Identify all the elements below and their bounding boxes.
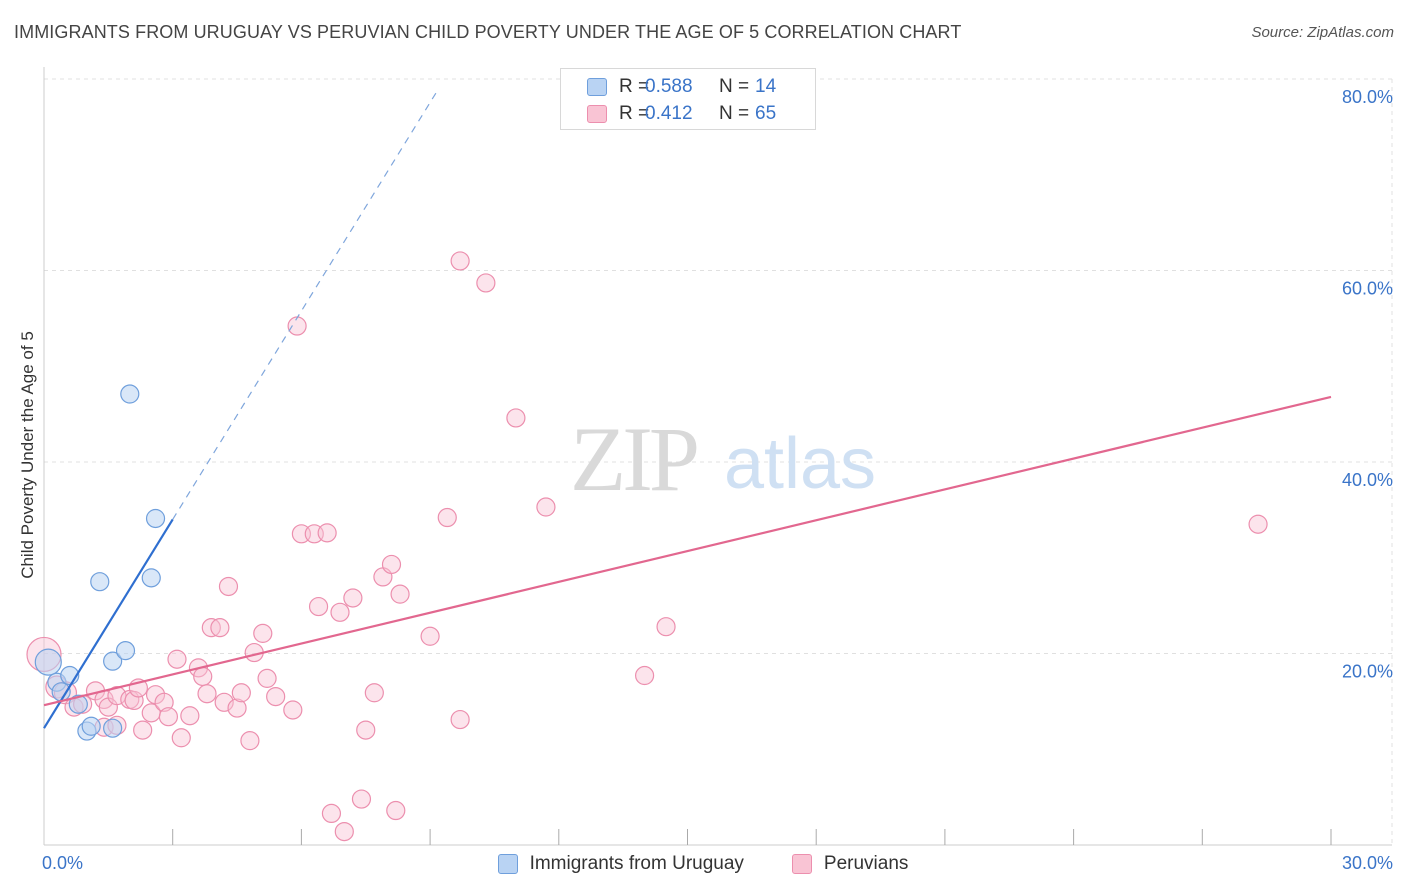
peruvian-point <box>506 408 526 428</box>
series-legend: Immigrants from Uruguay Peruvians <box>0 852 1406 876</box>
peruvian-point <box>343 588 363 608</box>
peruvian-point <box>287 316 307 336</box>
uruguay-point <box>115 641 136 661</box>
peruvian-point <box>634 665 655 686</box>
peruvian-point <box>240 731 260 751</box>
peruvian-point <box>231 683 251 703</box>
peruvian-point <box>450 251 470 271</box>
uruguay-point <box>68 694 88 714</box>
y-tick-label: 80.0% <box>1342 87 1393 107</box>
peruvian-point <box>656 617 676 637</box>
peruvian-point <box>210 618 230 638</box>
legend-row-uruguay: R = 0.588 N = 14 <box>587 75 776 99</box>
uruguay-point <box>145 508 166 529</box>
peruvian-point <box>450 709 470 730</box>
axes <box>43 67 1392 846</box>
uruguay-swatch <box>587 78 607 96</box>
peruvian-point <box>364 683 384 703</box>
peruvian-point <box>356 720 376 740</box>
tick-labels: 20.0% 40.0% 60.0% 80.0% 0.0% 30.0% <box>42 87 1393 873</box>
peruvian-points <box>26 251 1268 842</box>
n-label: N = <box>719 76 750 97</box>
uruguay-legend-label: Immigrants from Uruguay <box>529 853 744 874</box>
peruvian-point <box>334 821 354 842</box>
peruvian-point <box>171 728 191 748</box>
peruvian-point <box>283 700 303 720</box>
peruvian-point <box>351 789 372 809</box>
uruguay-point <box>34 648 62 676</box>
peruvian-point <box>257 668 277 688</box>
legend-row-peru: R = 0.412 N = 65 <box>587 102 776 126</box>
r-label: R = <box>619 76 650 97</box>
peruvian-point <box>476 273 496 293</box>
chart-title: IMMIGRANTS FROM URUGUAY VS PERUVIAN CHIL… <box>14 22 962 42</box>
peruvian-point <box>180 706 200 726</box>
x-tick-label: 30.0% <box>1342 853 1393 873</box>
x-tick-label: 0.0% <box>42 853 83 873</box>
peruvian-point <box>437 507 457 528</box>
gridlines <box>44 78 1393 845</box>
legend-item-peru: Peruvians <box>791 853 909 875</box>
peruvian-point <box>253 623 273 643</box>
watermark-atlas: atlas <box>724 424 876 504</box>
trend-lines <box>43 88 1332 729</box>
uruguay-point <box>103 718 123 738</box>
peruvian-point <box>1248 514 1268 534</box>
peruvian-point <box>154 692 174 712</box>
y-tick-label: 40.0% <box>1342 470 1393 490</box>
peruvian-point <box>227 698 247 718</box>
r-label: R = <box>619 103 650 124</box>
peruvian-point <box>158 707 179 727</box>
peruvian-point <box>386 800 406 821</box>
peru-legend-label: Peruvians <box>823 853 909 874</box>
uruguay-point <box>103 651 123 671</box>
peru-swatch <box>587 105 607 123</box>
peru-n-value: 65 <box>755 103 777 124</box>
peruvian-point <box>167 649 187 669</box>
uruguay-point <box>81 716 101 736</box>
stats-legend: R = 0.588 N = 14 R = 0.412 N = 65 <box>560 68 816 130</box>
peruvian-point <box>193 666 213 687</box>
y-tick-label: 60.0% <box>1342 279 1393 299</box>
watermark-zip: ZIP <box>570 408 697 510</box>
uruguay-r-value: 0.588 <box>645 76 693 97</box>
peruvian-point <box>321 803 342 824</box>
peruvian-trend-line <box>43 395 1332 707</box>
peruvian-point <box>218 576 239 597</box>
uruguay-point <box>141 568 161 588</box>
peruvian-point <box>308 596 329 617</box>
peruvian-point <box>536 497 556 517</box>
peru-legend-swatch <box>791 854 812 874</box>
peruvian-point <box>381 554 402 575</box>
y-tick-label: 20.0% <box>1342 662 1393 682</box>
peruvian-point <box>266 686 286 707</box>
peru-r-value: 0.412 <box>645 103 693 124</box>
peruvian-point <box>330 602 350 622</box>
uruguay-legend-swatch <box>497 854 518 874</box>
n-label: N = <box>719 103 750 124</box>
peruvian-point <box>133 720 153 740</box>
peruvian-point <box>197 684 217 704</box>
peruvian-point <box>317 523 337 543</box>
uruguay-trend-line <box>43 518 174 729</box>
uruguay-point <box>90 572 110 592</box>
uruguay-n-value: 14 <box>755 76 777 97</box>
uruguay-point <box>120 384 140 404</box>
peruvian-point <box>420 626 440 646</box>
legend-item-uruguay: Immigrants from Uruguay <box>497 853 744 875</box>
peruvian-point <box>124 690 144 711</box>
source-credit: Source: ZipAtlas.com <box>1251 24 1394 41</box>
uruguay-trend-extension <box>172 88 440 520</box>
peruvian-point <box>390 584 410 604</box>
